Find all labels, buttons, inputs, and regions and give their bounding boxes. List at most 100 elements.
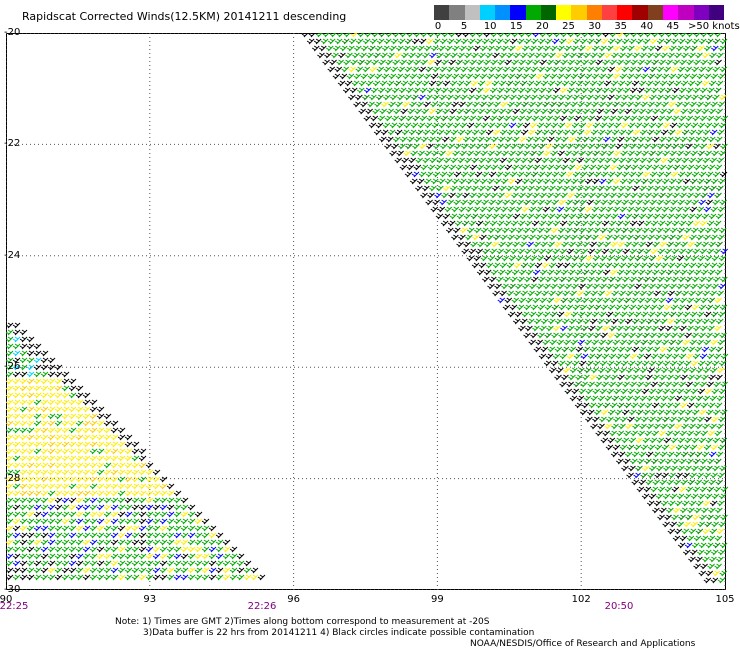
wind-barb (630, 325, 638, 332)
colorbar-swatch (464, 5, 480, 20)
wind-barb (664, 248, 673, 255)
wind-barb (705, 304, 714, 311)
wind-barb (110, 560, 119, 567)
wind-barb (315, 33, 323, 38)
wind-barb (406, 33, 414, 38)
wind-barb (138, 497, 147, 504)
wind-barb (40, 385, 49, 392)
wind-barb (669, 388, 678, 395)
wind-barb (621, 94, 629, 101)
wind-barb (632, 157, 641, 164)
wind-barb (666, 108, 674, 115)
wind-barb (429, 52, 437, 59)
wind-barb (504, 269, 513, 276)
wind-barb (492, 290, 500, 297)
wind-barb (54, 392, 63, 399)
wind-barb (12, 574, 21, 581)
wind-barb (686, 297, 695, 304)
wind-barb (553, 297, 562, 304)
wind-barb (698, 437, 707, 444)
wind-barb (650, 115, 659, 122)
colorbar-tick-label: 40 (640, 21, 654, 32)
wind-barb (19, 420, 28, 427)
wind-barb (710, 577, 719, 584)
wind-barb (694, 108, 702, 115)
wind-barb (491, 108, 499, 115)
wind-barb (441, 33, 449, 38)
wind-barb (618, 423, 626, 430)
wind-barb (532, 33, 540, 38)
wind-barb (698, 570, 707, 577)
wind-barb (519, 318, 528, 325)
wind-barb (607, 304, 616, 311)
wind-barb (19, 371, 28, 378)
wind-barb (653, 52, 661, 59)
wind-barb (691, 437, 700, 444)
wind-barb (467, 199, 475, 206)
wind-barb (555, 185, 563, 192)
wind-barb (429, 157, 438, 164)
wind-barb (523, 94, 531, 101)
wind-barb (716, 52, 724, 59)
wind-barb (33, 392, 42, 399)
wind-barb (166, 525, 175, 532)
wind-barb (61, 469, 70, 476)
wind-barb (525, 297, 534, 304)
wind-barb (581, 33, 589, 38)
wind-barb (201, 532, 210, 539)
wind-barb (537, 171, 546, 178)
wind-barb (89, 427, 98, 434)
wind-barb (437, 45, 446, 52)
wind-barb (355, 38, 364, 45)
wind-barb (6, 399, 14, 406)
wind-barb (500, 45, 509, 52)
wind-barb (138, 469, 147, 476)
wind-barb (621, 465, 629, 472)
wind-barb (26, 469, 35, 476)
wind-barb (531, 87, 540, 94)
wind-barb (425, 171, 434, 178)
colorbar-tick-label: 25 (562, 21, 575, 32)
wind-barb (40, 525, 49, 532)
wind-barb (695, 528, 704, 535)
wind-barb (655, 388, 664, 395)
wind-barb (537, 66, 546, 73)
wind-barb (712, 542, 721, 549)
wind-barb (575, 241, 583, 248)
wind-barb (522, 227, 531, 234)
wind-barb (586, 66, 595, 73)
wind-barb (521, 311, 530, 318)
wind-barb (698, 465, 706, 472)
wind-barb (166, 567, 175, 574)
wind-barb (678, 381, 686, 388)
wind-barb (607, 199, 615, 206)
wind-barb (684, 304, 693, 311)
wind-barb (579, 94, 587, 101)
wind-barb (19, 560, 28, 567)
wind-barb (625, 262, 634, 269)
wind-barb (691, 465, 699, 472)
wind-barb (540, 213, 549, 220)
wind-barb (695, 500, 704, 507)
wind-barb (681, 500, 690, 507)
wind-barb (709, 290, 717, 297)
wind-barb (604, 423, 612, 430)
wind-barb (572, 332, 580, 339)
wind-barb (599, 227, 608, 234)
wind-barb (117, 504, 126, 511)
wind-barb (573, 381, 581, 388)
wind-barb (553, 325, 561, 332)
wind-barb (657, 115, 666, 122)
wind-barb (714, 535, 723, 542)
wind-barb (578, 150, 586, 157)
wind-barb (499, 290, 507, 297)
wind-barb (629, 353, 638, 360)
wind-barb (710, 101, 718, 108)
wind-barb (449, 213, 458, 220)
wind-barb (566, 353, 575, 360)
wind-barb (592, 255, 601, 262)
wind-barb (131, 448, 140, 455)
wind-barb (173, 553, 182, 560)
wind-barb (521, 73, 530, 80)
wind-barb (6, 434, 14, 441)
